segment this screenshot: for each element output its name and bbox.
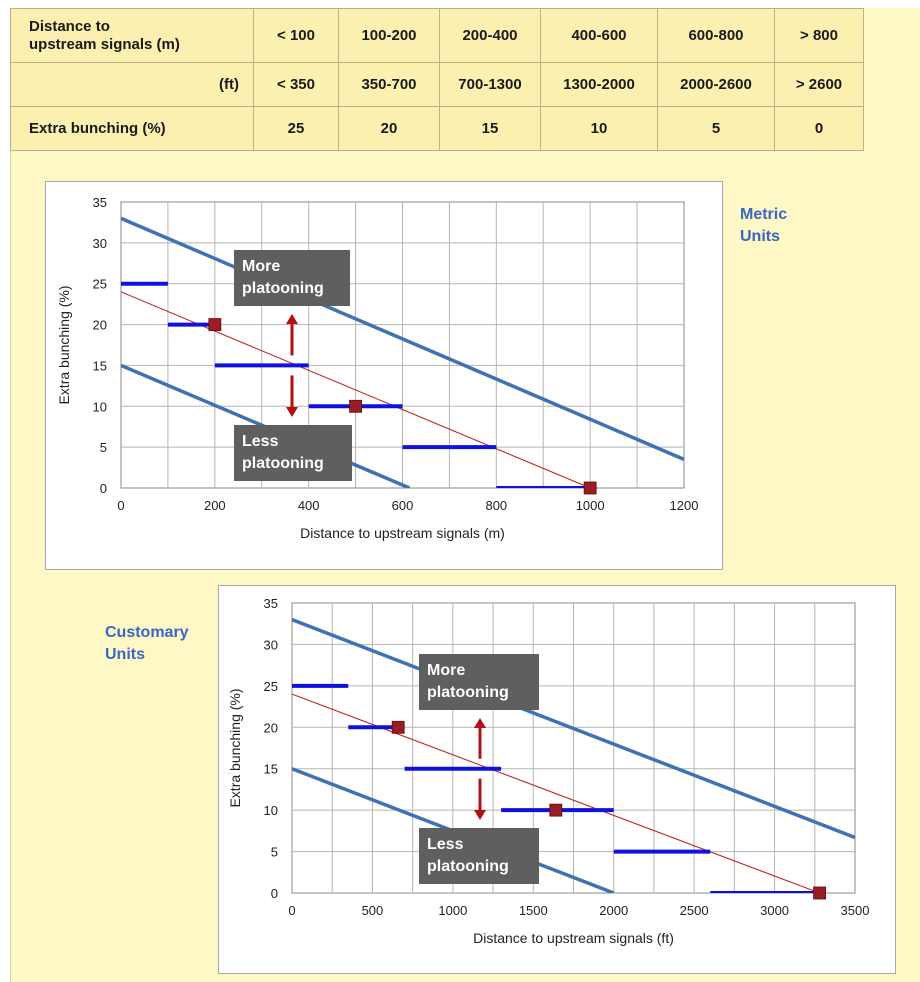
x-tick-label: 500 (362, 903, 384, 918)
y-tick-label: 30 (93, 236, 107, 251)
table-cell: < 100 (253, 8, 339, 63)
x-tick-label: 3500 (841, 903, 870, 918)
callout-box (419, 654, 539, 710)
callout-box (234, 250, 350, 306)
metric-chart: 0 200 400 600 800 1000 1200 0 5 10 15 20 25 30 35 Dista… (45, 181, 723, 570)
x-tick-label: 600 (392, 498, 414, 513)
callout-text: platooning (242, 455, 324, 472)
row-header: Distance to upstream signals (m) (10, 8, 254, 63)
y-tick-label: 20 (93, 318, 107, 333)
x-tick-label: 0 (117, 498, 124, 513)
x-tick-label: 2500 (680, 903, 709, 918)
customary-units-label: Customary Units (105, 624, 189, 663)
x-tick-label: 1500 (519, 903, 548, 918)
data-marker (813, 886, 827, 900)
table-cell: 700-1300 (439, 62, 541, 107)
y-tick-label: 35 (264, 596, 278, 611)
data-marker (391, 720, 405, 734)
y-tick-label: 0 (271, 886, 278, 901)
y-tick-label: 10 (93, 399, 107, 414)
band-line (292, 617, 855, 840)
table-cell: 1300-2000 (540, 62, 658, 107)
table-cell: 5 (657, 106, 775, 151)
y-tick-label: 0 (100, 481, 107, 496)
x-tick-label: 2000 (599, 903, 628, 918)
table-cell: 350-700 (338, 62, 440, 107)
table-cell: 20 (338, 106, 440, 151)
callout-text: Less (427, 836, 464, 853)
table-cell: 15 (439, 106, 541, 151)
callout-text: platooning (427, 858, 509, 875)
x-axis-label: Distance to upstream signals (m) (300, 525, 505, 541)
y-tick-label: 25 (93, 277, 107, 292)
x-tick-label: 1000 (576, 498, 605, 513)
x-tick-label: 1200 (670, 498, 699, 513)
table-cell: 0 (774, 106, 864, 151)
arrow-down-head (286, 407, 298, 417)
row-header: (ft) (10, 62, 254, 107)
table-row: (ft) < 350 350-700 700-1300 1300-2000 20… (10, 62, 864, 107)
y-tick-label: 30 (264, 637, 278, 652)
bunching-table: Distance to upstream signals (m) < 100 1… (10, 8, 864, 151)
table-row: Distance to upstream signals (m) < 100 1… (10, 8, 864, 63)
callout-box (419, 828, 539, 884)
table-cell: 25 (253, 106, 339, 151)
callout-text: platooning (427, 684, 509, 701)
table-cell: 10 (540, 106, 658, 151)
y-tick-label: 5 (100, 440, 107, 455)
data-marker (349, 399, 362, 413)
x-tick-label: 0 (288, 903, 295, 918)
arrow-up-head (474, 718, 486, 728)
table-cell: 2000-2600 (657, 62, 775, 107)
callout-text: More (242, 258, 280, 275)
table-cell: 400-600 (540, 8, 658, 63)
callout-text: More (427, 662, 465, 679)
x-tick-label: 3000 (760, 903, 789, 918)
table-cell: < 350 (253, 62, 339, 107)
y-tick-label: 15 (93, 358, 107, 373)
arrow-up-head (286, 314, 298, 324)
table-row: Extra bunching (%) 25 20 15 10 5 0 (10, 106, 864, 151)
arrow-down-head (474, 810, 486, 820)
customary-chart: 0 500 1000 1500 2000 2500 3000 3500 0 5 10 15 20 25 30… (218, 585, 896, 974)
row-header: Extra bunching (%) (10, 106, 254, 151)
data-marker (549, 803, 563, 817)
table-cell: 200-400 (439, 8, 541, 63)
table-cell: 100-200 (338, 8, 440, 63)
y-tick-label: 10 (264, 803, 278, 818)
table-cell: > 800 (774, 8, 864, 63)
y-tick-label: 15 (264, 762, 278, 777)
x-tick-label: 200 (204, 498, 226, 513)
table-cell: > 2600 (774, 62, 864, 107)
callout-box (234, 425, 352, 481)
band-line (121, 216, 684, 462)
x-tick-label: 400 (298, 498, 320, 513)
y-tick-label: 35 (93, 195, 107, 210)
metric-chart-svg: 0 200 400 600 800 1000 1200 0 5 10 15 20 25 30 35 Dista… (56, 195, 699, 541)
callout-text: Less (242, 433, 279, 450)
y-axis-label: Extra bunching (%) (227, 688, 243, 807)
callout-text: platooning (242, 280, 324, 297)
y-tick-label: 20 (264, 720, 278, 735)
y-tick-label: 25 (264, 679, 278, 694)
metric-units-label: Metric Units (740, 206, 788, 245)
customary-chart-svg: 0 500 1000 1500 2000 2500 3000 3500 0 5 10 15 20 25 30… (227, 596, 870, 946)
data-marker (583, 481, 597, 495)
x-axis-label: Distance to upstream signals (ft) (473, 930, 674, 946)
y-axis-label: Extra bunching (%) (56, 285, 72, 404)
x-tick-label: 1000 (438, 903, 467, 918)
y-tick-label: 5 (271, 845, 278, 860)
x-tick-label: 800 (485, 498, 507, 513)
table-cell: 600-800 (657, 8, 775, 63)
data-marker (208, 318, 222, 331)
